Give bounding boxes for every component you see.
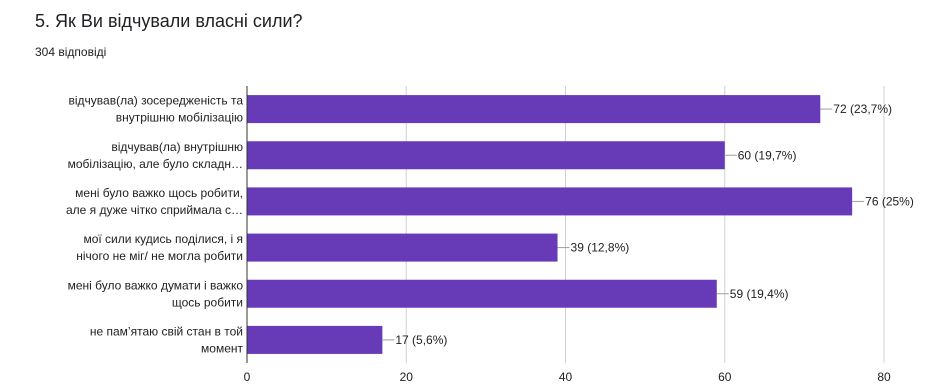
category-label: відчував(ла) внутрішню [111, 140, 243, 154]
category-label: момент [201, 341, 243, 355]
bar [247, 141, 725, 170]
category-label: мені було важко думати і важко [68, 278, 244, 292]
category-label: мені було важко щось робити, [75, 186, 243, 200]
data-label: 17 (5,6%) [395, 333, 447, 347]
category-label: відчував(ла) зосередженість та [69, 94, 244, 108]
x-tick-label: 40 [559, 370, 573, 384]
x-tick-label: 20 [400, 370, 414, 384]
data-label: 72 (23,7%) [833, 102, 892, 116]
category-label: щось робити [172, 295, 243, 309]
x-tick-label: 0 [244, 370, 251, 384]
response-count: 304 відповіді [35, 45, 107, 59]
data-label: 60 (19,7%) [738, 148, 797, 162]
data-label: 39 (12,8%) [571, 241, 630, 255]
category-label: але я дуже чітко сприймала с… [66, 203, 243, 217]
category-label: внутрішню мобілізацію [116, 111, 243, 125]
data-label: 76 (25%) [865, 194, 914, 208]
bar [247, 279, 717, 308]
category-label: мобілізацію, але було складн… [68, 157, 243, 171]
bar [247, 325, 383, 354]
bar [247, 233, 558, 262]
category-label: мої сили кудись поділися, і я [83, 232, 243, 246]
category-label: нічого не міг/ не могла робити [76, 249, 243, 263]
bar [247, 95, 821, 124]
data-label: 59 (19,4%) [730, 287, 789, 301]
x-tick-label: 60 [718, 370, 732, 384]
category-label: не пам’ятаю свій стан в той [90, 324, 243, 338]
question-title: 5. Як Ви відчували власні сили? [35, 11, 303, 31]
bar [247, 187, 853, 216]
x-tick-label: 80 [877, 370, 891, 384]
